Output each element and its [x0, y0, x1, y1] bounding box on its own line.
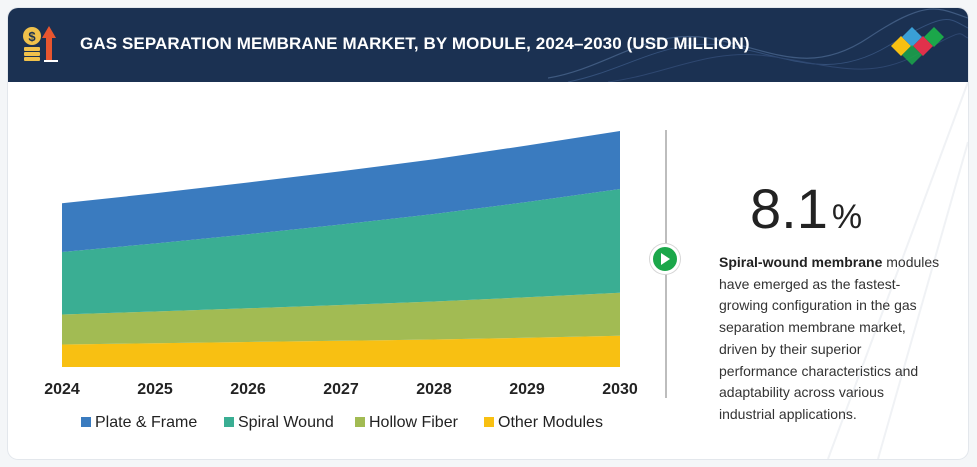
chart-title: GAS SEPARATION MEMBRANE MARKET, BY MODUL…: [80, 34, 750, 53]
legend-swatch-spiral-wound: [224, 417, 234, 427]
legend-swatch-other-modules: [484, 417, 494, 427]
insight-bold-text: Spiral-wound membrane: [719, 254, 883, 270]
growth-stat: 8.1%: [750, 176, 862, 241]
legend-label-other-modules: Other Modules: [498, 414, 603, 431]
next-arrow-button[interactable]: [650, 244, 680, 274]
header-wave-decoration: [548, 8, 968, 82]
x-tick-label: 2030: [602, 381, 638, 398]
legend-swatch-plate-frame: [81, 417, 91, 427]
insight-description: Spiral-wound membrane modules have emerg…: [719, 252, 941, 426]
area-hollow-fiber: [62, 292, 620, 345]
infographic-card: $ GAS SEPARATION MEMBRANE MARKET, BY MOD…: [8, 8, 968, 459]
play-arrow-icon: [661, 253, 670, 265]
x-tick-label: 2029: [509, 381, 545, 398]
legend-label-plate-frame: Plate & Frame: [95, 414, 197, 431]
brand-diamond-logo: [891, 27, 944, 65]
legend-label-spiral-wound: Spiral Wound: [238, 414, 334, 431]
area-spiral-wound: [62, 189, 620, 315]
x-tick-label: 2028: [416, 381, 452, 398]
cagr-value: 8.1: [750, 177, 828, 240]
x-tick-label: 2025: [137, 381, 173, 398]
x-tick-label: 2026: [230, 381, 266, 398]
area-other-modules: [62, 335, 620, 367]
legend-swatch-hollow-fiber: [355, 417, 365, 427]
stacked-area-chart: 2024 2025 2026 2027 2028 2029 2030 Plate & Fram…: [44, 131, 638, 431]
background-decoration: [827, 82, 968, 459]
x-tick-label: 2027: [323, 381, 359, 398]
cagr-unit: %: [831, 198, 863, 236]
svg-text:$: $: [28, 29, 36, 44]
x-tick-label: 2024: [44, 381, 80, 398]
dollar-growth-icon: $: [23, 26, 58, 62]
header-banner: $ GAS SEPARATION MEMBRANE MARKET, BY MOD…: [8, 8, 968, 82]
legend-label-hollow-fiber: Hollow Fiber: [369, 414, 459, 431]
insight-body-text: modules have emerged as the fastest-grow…: [719, 254, 940, 422]
area-plate-frame: [62, 131, 620, 252]
